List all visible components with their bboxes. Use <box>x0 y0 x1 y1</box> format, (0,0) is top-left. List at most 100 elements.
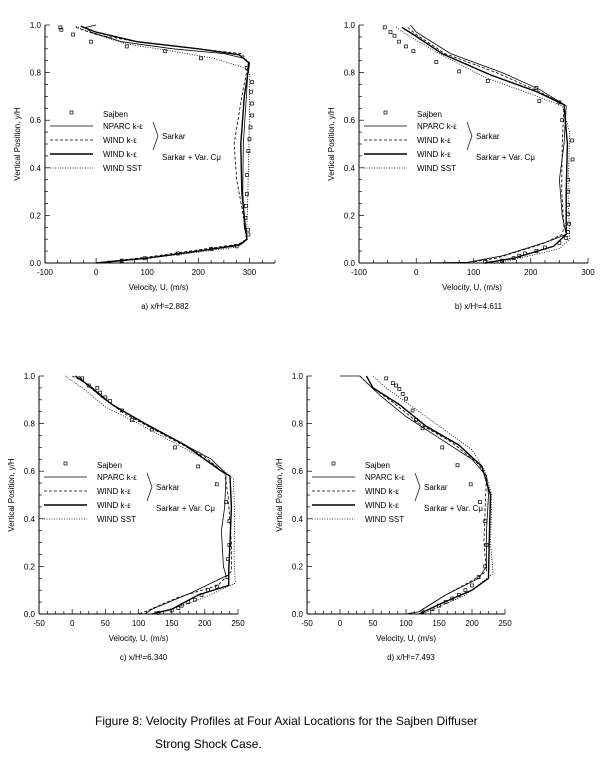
panel-subtitle: b) x/Hᵗ=4.611 <box>455 302 503 311</box>
legend-brace <box>466 121 473 151</box>
sajben-data-point <box>390 381 395 385</box>
sajben-data-point <box>382 25 387 30</box>
y-tick-label: 0.6 <box>24 467 36 476</box>
x-axis-label: Velocity, U, (m/s) <box>109 634 169 643</box>
legend-label: Sajben <box>417 110 442 119</box>
sajben-data-point <box>537 99 542 104</box>
legend: Sajben NPARC k-ε WIND k-ε WIND k-ε WIND SST S… <box>44 461 215 524</box>
legend-label: NPARC k-ε <box>97 473 137 482</box>
sajben-data-point <box>455 463 460 468</box>
series-line-dotted <box>75 25 250 264</box>
legend-group-sarkar: Sarkar <box>162 132 186 141</box>
sajben-data-point <box>478 500 482 504</box>
x-axis-label: Velocity, U, (m/s) <box>376 634 436 643</box>
chart-panel-d: -50 0 50 100 150 200 250 0.0 0.2 0.4 0.6 0.8 1.0 Velo… <box>275 372 512 662</box>
legend-marker-sajben <box>63 461 68 466</box>
y-tick-label: 0.8 <box>24 420 36 429</box>
legend: Sajben NPARC k-ε WIND k-ε WIND k-ε WIND SST S… <box>364 110 535 173</box>
series-line-solid-thick <box>365 375 492 615</box>
x-tick-label: 0 <box>414 268 419 277</box>
x-tick-label: -100 <box>37 268 54 277</box>
sajben-data-point <box>394 383 398 388</box>
sajben-data-point <box>404 44 408 49</box>
sajben-data-point <box>397 387 402 391</box>
legend-brace <box>414 472 421 502</box>
y-tick-label: 0.6 <box>344 116 356 125</box>
sajben-data-point <box>250 101 254 106</box>
sajben-data-point <box>249 89 253 94</box>
x-tick-label: 150 <box>432 619 446 628</box>
sajben-data-point <box>404 396 408 401</box>
x-tick-label: 250 <box>231 619 245 628</box>
y-axis-label: Vertical Position, y/H <box>327 107 336 181</box>
sajben-data-point <box>59 27 64 32</box>
sajben-data-point <box>564 236 569 240</box>
legend-label: WIND k-ε <box>417 150 451 159</box>
series-line-solid-thick <box>80 25 251 264</box>
y-tick-label: 0.4 <box>292 515 304 524</box>
legend-label: Sajben <box>365 461 390 470</box>
sajben-data-point <box>560 118 565 123</box>
legend-label: WIND SST <box>365 515 404 524</box>
x-tick-label: 0 <box>338 619 343 628</box>
panel-subtitle: a) x/Hᵗ=2.882 <box>141 302 189 311</box>
sajben-data-point <box>176 606 181 610</box>
y-axis-label: Vertical Position, y/H <box>13 107 22 181</box>
legend-group-sarkar-var-cmu: Sarkar + Var. Cμ <box>476 153 535 162</box>
legend-group-sarkar: Sarkar <box>476 132 500 141</box>
y-tick-label: 0.8 <box>344 69 356 78</box>
sajben-data-point <box>567 221 571 226</box>
sajben-data-point <box>214 482 219 487</box>
legend-label: NPARC k-ε <box>103 122 143 131</box>
y-tick-label: 0.2 <box>30 211 42 220</box>
sajben-data-point <box>58 25 63 30</box>
legend-group-sarkar: Sarkar <box>424 483 448 492</box>
y-tick-label: 1.0 <box>344 21 356 30</box>
sajben-data-point <box>463 588 468 593</box>
chart-panel-a: -100 0 100 200 300 0.0 0.2 0.4 0.6 0.8 1.0 Velocity… <box>13 21 276 311</box>
series-line-dashed <box>75 27 249 264</box>
sajben-data-point <box>457 69 462 74</box>
figure-caption-line1: Figure 8: Velocity Profiles at Four Axia… <box>95 714 478 728</box>
sajben-data-point <box>246 232 251 237</box>
sajben-data-point <box>397 39 401 44</box>
x-tick-label: 300 <box>581 268 595 277</box>
legend-label: Sajben <box>103 110 128 119</box>
legend-group-sarkar-var-cmu: Sarkar + Var. Cμ <box>162 153 221 162</box>
x-tick-label: 150 <box>165 619 179 628</box>
y-tick-label: 0.2 <box>24 562 36 571</box>
x-tick-label: 200 <box>198 619 212 628</box>
x-tick-label: 50 <box>101 619 110 628</box>
sajben-data-point <box>570 157 575 162</box>
figure-caption-line2: Strong Shock Case. <box>155 737 262 751</box>
y-tick-label: 0.0 <box>292 610 304 619</box>
x-tick-label: 300 <box>243 268 257 277</box>
x-tick-label: -100 <box>351 268 368 277</box>
x-tick-label: 50 <box>369 619 378 628</box>
sajben-data-point <box>410 408 415 413</box>
sajben-data-point <box>485 79 490 83</box>
y-tick-label: 0.2 <box>344 211 356 220</box>
legend-label: WIND k-ε <box>103 136 137 145</box>
legend-label: Sajben <box>97 461 122 470</box>
series-line-solid-thick <box>401 26 569 264</box>
series-line-dotted <box>395 27 571 264</box>
legend-brace <box>146 472 153 502</box>
sajben-data-point <box>400 392 405 396</box>
sajben-data-point <box>130 418 134 422</box>
legend-label: NPARC k-ε <box>365 473 405 482</box>
y-tick-label: 1.0 <box>30 21 42 30</box>
legend-group-sarkar: Sarkar <box>156 483 180 492</box>
sajben-data-point <box>245 173 249 177</box>
series-line-dotted <box>65 375 236 615</box>
legend-group-sarkar-var-cmu: Sarkar + Var. Cμ <box>424 504 483 513</box>
sajben-data-point <box>470 583 474 588</box>
x-tick-label: 200 <box>465 619 479 628</box>
x-tick-label: 200 <box>524 268 538 277</box>
sajben-data-point <box>440 445 445 450</box>
legend-label: WIND k-ε <box>97 501 131 510</box>
legend-label: WIND SST <box>417 164 456 173</box>
sajben-data-point <box>468 482 473 487</box>
x-axis-label: Velocity, U, (m/s) <box>129 283 189 292</box>
